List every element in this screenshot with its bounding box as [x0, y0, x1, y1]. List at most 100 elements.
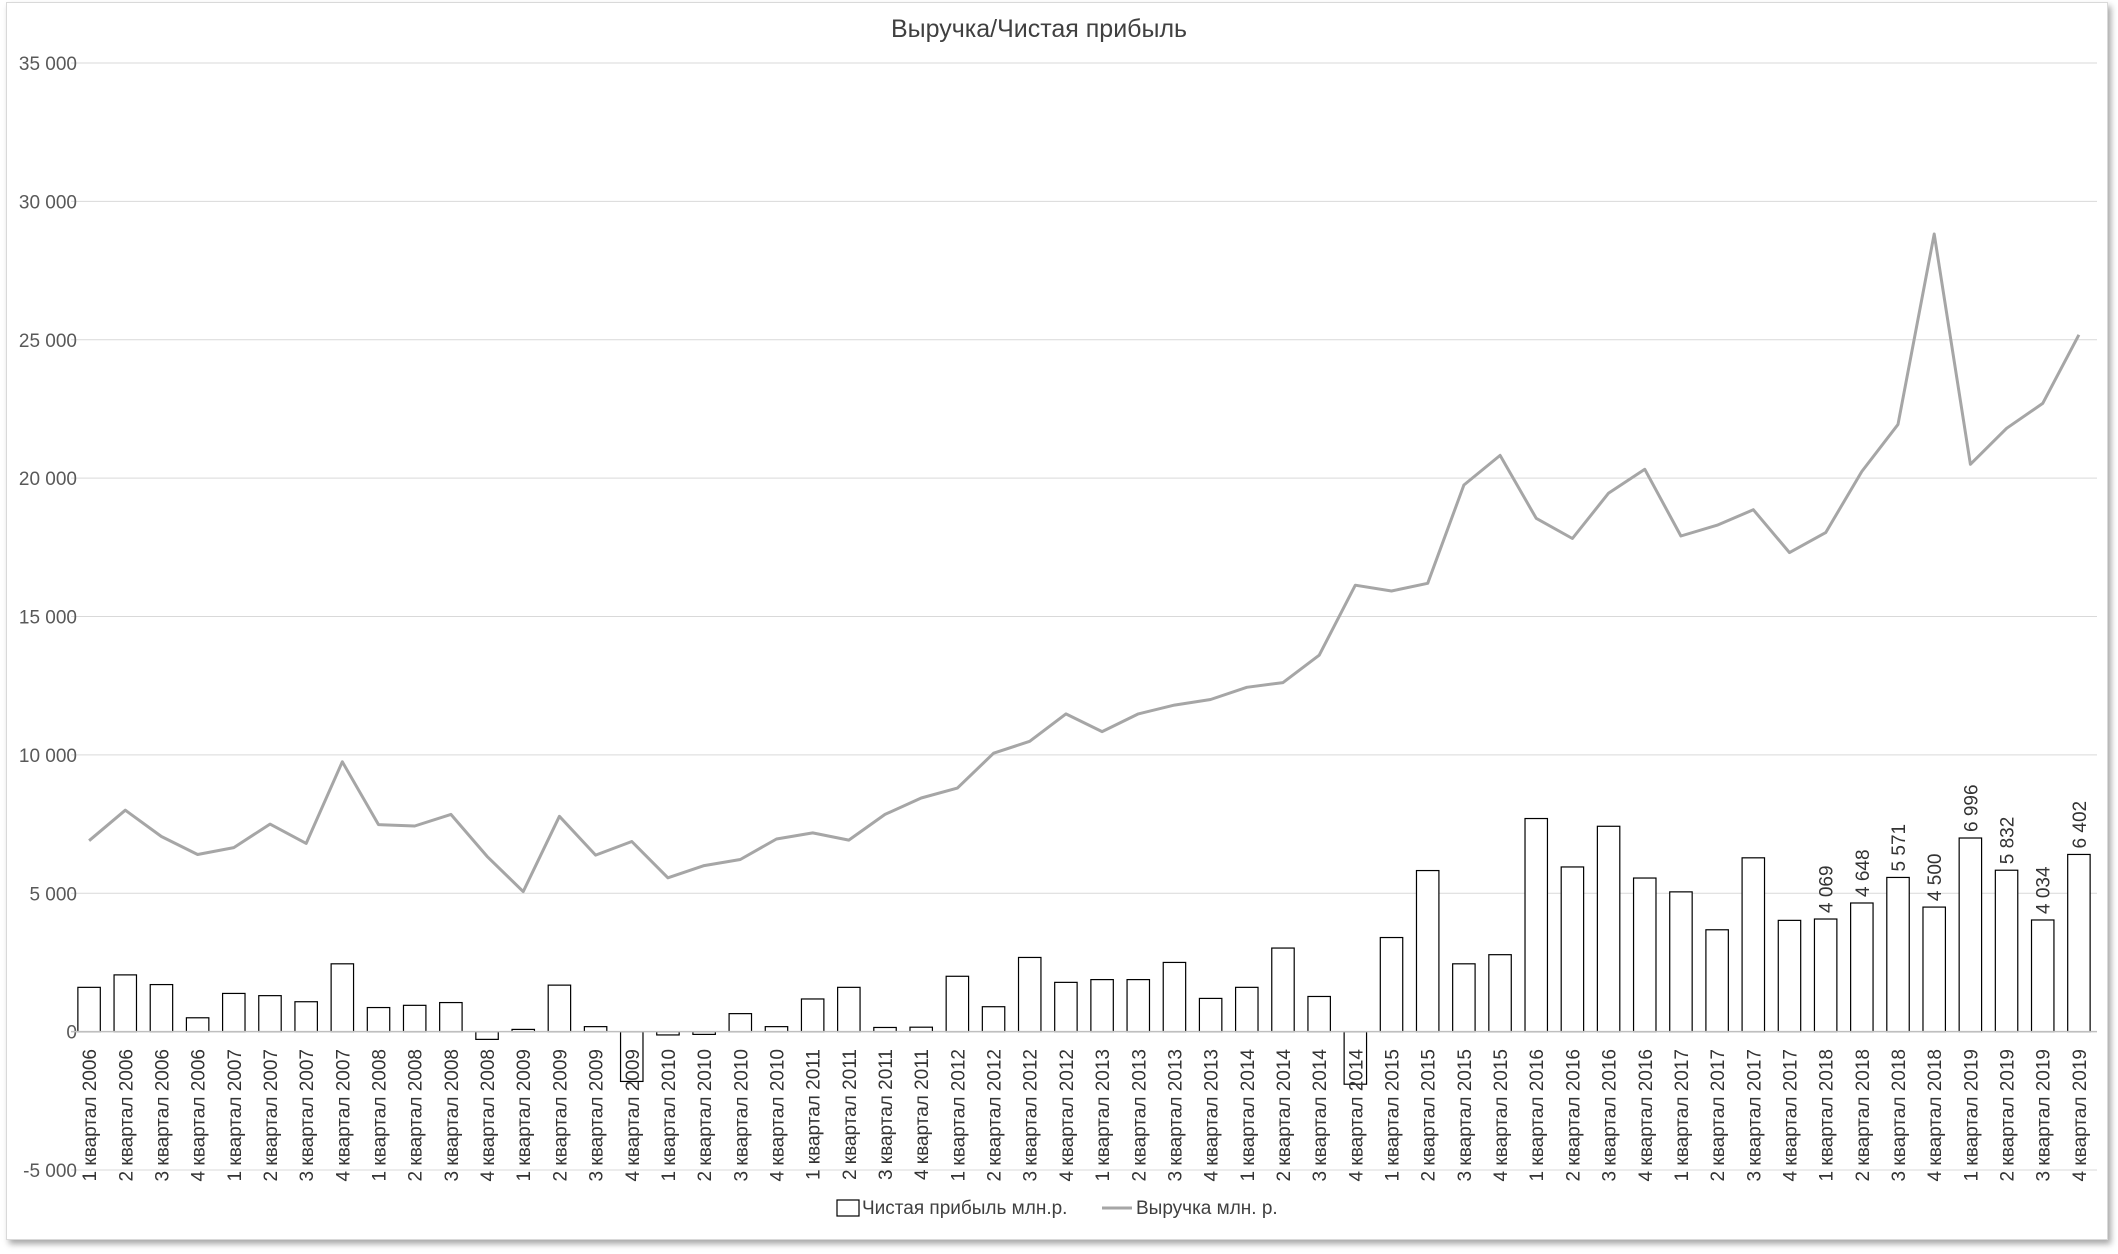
- legend-bar-swatch: [836, 1199, 860, 1217]
- profit-bar: [1813, 918, 1838, 1033]
- revenue-line-series: [88, 232, 2081, 894]
- profit-bars: [77, 817, 2091, 1085]
- profit-bar: [800, 998, 825, 1033]
- x-tick-label: 4 квартал 2016: [1636, 1049, 1657, 1181]
- x-tick-label: 1 квартал 2011: [804, 1049, 825, 1180]
- profit-bar: [728, 1013, 753, 1033]
- x-tick-label: 2 квартал 2014: [1274, 1049, 1295, 1182]
- x-tick-label: 1 квартал 2008: [370, 1049, 391, 1181]
- x-tick-label: 4 квартал 2017: [1780, 1049, 1801, 1181]
- bar-data-label: 4 034: [2034, 866, 2055, 914]
- profit-bar: [221, 992, 246, 1033]
- profit-bar: [1560, 866, 1585, 1033]
- x-tick-label: 2 квартал 2017: [1708, 1049, 1729, 1181]
- x-tick-label: 1 квартал 2018: [1817, 1049, 1838, 1181]
- revenue-line: [88, 232, 2081, 894]
- profit-bar: [1126, 978, 1151, 1033]
- x-tick-label: 3 квартал 2010: [731, 1049, 752, 1181]
- y-tick-label: 20 000: [19, 469, 77, 490]
- x-tick-label: 3 квартал 2016: [1600, 1049, 1621, 1181]
- profit-bar: [547, 984, 572, 1033]
- x-tick-label: 4 квартал 2009: [623, 1049, 644, 1181]
- x-tick-label: 2 квартал 2010: [695, 1049, 716, 1181]
- profit-bar: [1705, 929, 1729, 1033]
- profit-bar: [1271, 947, 1295, 1033]
- x-tick-label: 1 квартал 2017: [1672, 1049, 1693, 1181]
- profit-bar: [1054, 981, 1078, 1033]
- profit-bar: [1958, 837, 1983, 1033]
- gridlines: [71, 62, 2097, 1171]
- x-tick-label: 1 квартал 2014: [1238, 1049, 1259, 1182]
- bar-data-label: 4 500: [1925, 854, 1946, 902]
- profit-bar: [1415, 869, 1440, 1033]
- x-tick-label: 2 квартал 2006: [116, 1049, 137, 1181]
- profit-bar: [837, 986, 861, 1033]
- profit-bar: [113, 974, 138, 1033]
- x-tick-label: 2 квартал 2007: [261, 1049, 282, 1181]
- bar-data-label: 4 648: [1853, 849, 1874, 897]
- y-axis-tick-labels: -5 000 0 5 000 10 000 15 000 20 000 25 000 30 0…: [19, 54, 77, 1182]
- x-tick-label: 3 квартал 2017: [1744, 1049, 1765, 1181]
- revenue-profit-chart: Выручка/Чистая прибыль -5 000 0 5 000 10 00…: [19, 15, 2097, 1219]
- y-tick-label: 30 000: [19, 192, 77, 213]
- profit-bar: [1379, 936, 1404, 1033]
- profit-bar: [294, 1001, 318, 1033]
- profit-bar: [1669, 891, 1693, 1033]
- profit-bar: [1596, 825, 1621, 1033]
- x-axis-tick-labels: 1 квартал 2006 2 квартал 2006 3 квартал 20…: [80, 1049, 2091, 1182]
- profit-bar: [1452, 963, 1476, 1033]
- profit-bar: [1234, 986, 1259, 1033]
- x-tick-label: 2 квартал 2019: [1998, 1049, 2019, 1181]
- x-tick-label: 4 квартал 2015: [1491, 1049, 1512, 1181]
- x-tick-label: 3 квартал 2007: [297, 1049, 318, 1181]
- x-tick-label: 1 квартал 2010: [659, 1049, 680, 1181]
- x-tick-label: 3 квартал 2011: [876, 1049, 897, 1180]
- profit-bar: [475, 1031, 499, 1040]
- x-tick-label: 2 квартал 2016: [1563, 1049, 1584, 1181]
- x-tick-label: 2 квартал 2012: [985, 1049, 1006, 1181]
- profit-bar: [402, 1004, 427, 1033]
- x-tick-label: 4 квартал 2010: [767, 1049, 788, 1181]
- profit-bar: [185, 1017, 210, 1033]
- x-tick-label: 3 квартал 2013: [1165, 1049, 1186, 1181]
- x-tick-label: 4 квартал 2014: [1346, 1049, 1367, 1182]
- profit-bar: [1524, 817, 1549, 1033]
- profit-bar: [149, 983, 174, 1033]
- y-tick-label: 15 000: [19, 608, 77, 629]
- profit-bar: [945, 975, 970, 1033]
- x-tick-label: 1 квартал 2012: [948, 1049, 969, 1181]
- x-tick-label: 3 квартал 2006: [152, 1049, 173, 1181]
- profit-bar: [1777, 919, 1802, 1033]
- bar-data-label: 6 402: [2070, 801, 2091, 849]
- legend-revenue-label: Выручка млн. р.: [1136, 1198, 1278, 1219]
- x-tick-label: 3 квартал 2015: [1455, 1049, 1476, 1181]
- profit-bar: [330, 963, 355, 1033]
- legend-profit-label: Чистая прибыль млн.р.: [862, 1198, 1067, 1219]
- x-tick-label: 1 квартал 2019: [1961, 1049, 1982, 1181]
- bar-data-label: 6 996: [1961, 784, 1982, 832]
- x-tick-label: 2 квартал 2008: [406, 1049, 427, 1181]
- x-tick-label: 4 квартал 2008: [478, 1049, 499, 1181]
- x-tick-label: 4 квартал 2007: [333, 1049, 354, 1181]
- bar-data-label: 4 069: [1817, 865, 1838, 913]
- profit-bar: [981, 1006, 1006, 1033]
- x-tick-label: 4 квартал 2013: [1202, 1049, 1223, 1181]
- profit-bar: [1741, 857, 1766, 1033]
- x-tick-label: 4 квартал 2012: [1057, 1049, 1078, 1181]
- x-tick-label: 1 квартал 2015: [1383, 1049, 1404, 1181]
- profit-bar: [439, 1001, 463, 1033]
- x-tick-label: 2 квартал 2009: [550, 1049, 571, 1181]
- y-tick-label: 0: [66, 1023, 77, 1044]
- profit-bar: [1162, 961, 1187, 1033]
- chart-frame: Выручка/Чистая прибыль -5 000 0 5 000 10 00…: [6, 2, 2108, 1240]
- profit-bar: [1850, 902, 1874, 1033]
- x-tick-label: 4 квартал 2011: [912, 1049, 933, 1180]
- x-tick-label: 3 квартал 2014: [1310, 1049, 1331, 1182]
- profit-bar: [2030, 919, 2055, 1033]
- profit-bar: [1994, 869, 2019, 1033]
- x-tick-label: 4 квартал 2006: [189, 1049, 210, 1181]
- x-tick-label: 1 квартал 2007: [225, 1049, 246, 1181]
- profit-bar: [1017, 956, 1042, 1033]
- x-tick-label: 1 квартал 2016: [1527, 1049, 1548, 1181]
- x-tick-label: 3 квартал 2018: [1889, 1049, 1910, 1181]
